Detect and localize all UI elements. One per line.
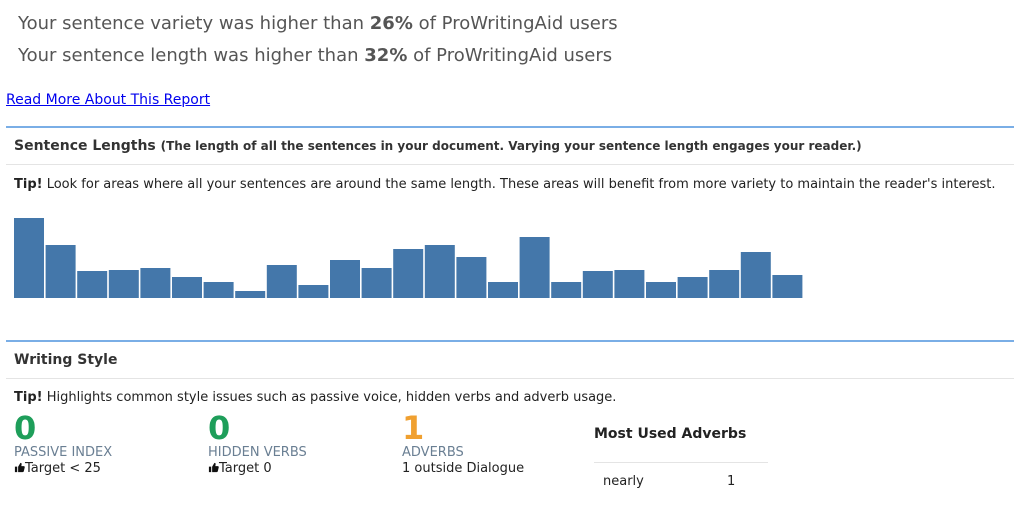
variety-suffix: of ProWritingAid users [418, 13, 618, 34]
writing-style-header-rule [6, 378, 1014, 379]
tip-text: Look for areas where all your sentences … [46, 177, 996, 192]
sentence-bar [772, 275, 803, 298]
tip-label: Tip! [14, 390, 43, 405]
sentence-bar [424, 245, 455, 298]
sentence-bar [330, 260, 360, 298]
sentence-length-chart [14, 218, 803, 298]
hidden-verbs-target-text: Target 0 [219, 461, 272, 476]
hidden-verbs-label: HIDDEN VERBS [208, 445, 307, 460]
sentence-bar [172, 277, 202, 298]
length-suffix: of ProWritingAid users [413, 45, 613, 66]
sentence-bar [709, 270, 740, 298]
passive-index-value: 0 [14, 409, 37, 447]
length-prefix: Your sentence length was higher than [18, 45, 359, 66]
sentence-bar [456, 257, 487, 298]
sentence-lengths-tip: Tip! Look for areas where all your sente… [14, 176, 1014, 193]
sentence-bar [45, 245, 76, 298]
sentence-bar [677, 277, 708, 298]
sentence-bar [14, 218, 44, 298]
adverbs-label: ADVERBS [402, 445, 464, 460]
sentence-lengths-header: Sentence Lengths (The length of all the … [14, 138, 862, 154]
adverb-count: 1 [727, 474, 736, 489]
length-percent: 32% [364, 45, 408, 66]
adverb-word: nearly [603, 474, 644, 489]
length-stat: Your sentence length was higher than 32%… [18, 40, 618, 72]
sentence-bar [140, 268, 171, 298]
writing-style-header: Writing Style [14, 352, 117, 368]
sentence-bar [298, 285, 329, 298]
read-more-link[interactable]: Read More About This Report [6, 92, 211, 108]
thumbs-up-icon [208, 462, 219, 473]
summary-stats: Your sentence variety was higher than 26… [18, 8, 618, 72]
sentence-bar [740, 252, 771, 298]
sentence-bar [108, 270, 139, 298]
sentence-bar [519, 237, 550, 298]
hidden-verbs-value: 0 [208, 409, 231, 447]
passive-index-target: Target < 25 [14, 460, 112, 478]
writing-style-tip: Tip! Highlights common style issues such… [14, 389, 1014, 406]
sentence-bar [266, 265, 297, 298]
variety-percent: 26% [369, 13, 413, 34]
most-used-adverbs-title: Most Used Adverbs [594, 426, 747, 442]
sentence-bar [582, 271, 613, 298]
sentence-bar [551, 282, 582, 298]
sentence-bar [393, 249, 424, 298]
sentence-lengths-header-rule [6, 164, 1014, 165]
tip-label: Tip! [14, 177, 43, 192]
writing-style-title: Writing Style [14, 352, 118, 368]
adverbs-metric: 1 ADVERBS 1 outside Dialogue [402, 408, 524, 478]
sentence-lengths-title: Sentence Lengths [14, 138, 156, 154]
passive-target-text: Target < 25 [25, 461, 101, 476]
variety-prefix: Your sentence variety was higher than [18, 13, 365, 34]
writing-style-divider [6, 340, 1014, 342]
sentence-bar [235, 291, 266, 298]
passive-index-label: PASSIVE INDEX [14, 445, 113, 460]
tip-text: Highlights common style issues such as p… [46, 390, 617, 405]
sentence-bar [361, 268, 392, 298]
sentence-bar [646, 282, 676, 298]
sentence-lengths-divider [6, 126, 1014, 128]
adverbs-detail: 1 outside Dialogue [402, 461, 525, 476]
most-used-adverbs-rule [594, 462, 768, 463]
adverbs-value: 1 [402, 409, 425, 447]
sentence-bar [203, 282, 234, 298]
sentence-bar [614, 270, 645, 298]
passive-index-metric: 0 PASSIVE INDEX Target < 25 [14, 408, 112, 478]
sentence-lengths-description: (The length of all the sentences in your… [160, 139, 862, 153]
hidden-verbs-target: Target 0 [208, 460, 307, 478]
sentence-bar [77, 271, 108, 298]
variety-stat: Your sentence variety was higher than 26… [18, 8, 618, 40]
thumbs-up-icon [14, 462, 25, 473]
hidden-verbs-metric: 0 HIDDEN VERBS Target 0 [208, 408, 307, 478]
sentence-bar [488, 282, 518, 298]
